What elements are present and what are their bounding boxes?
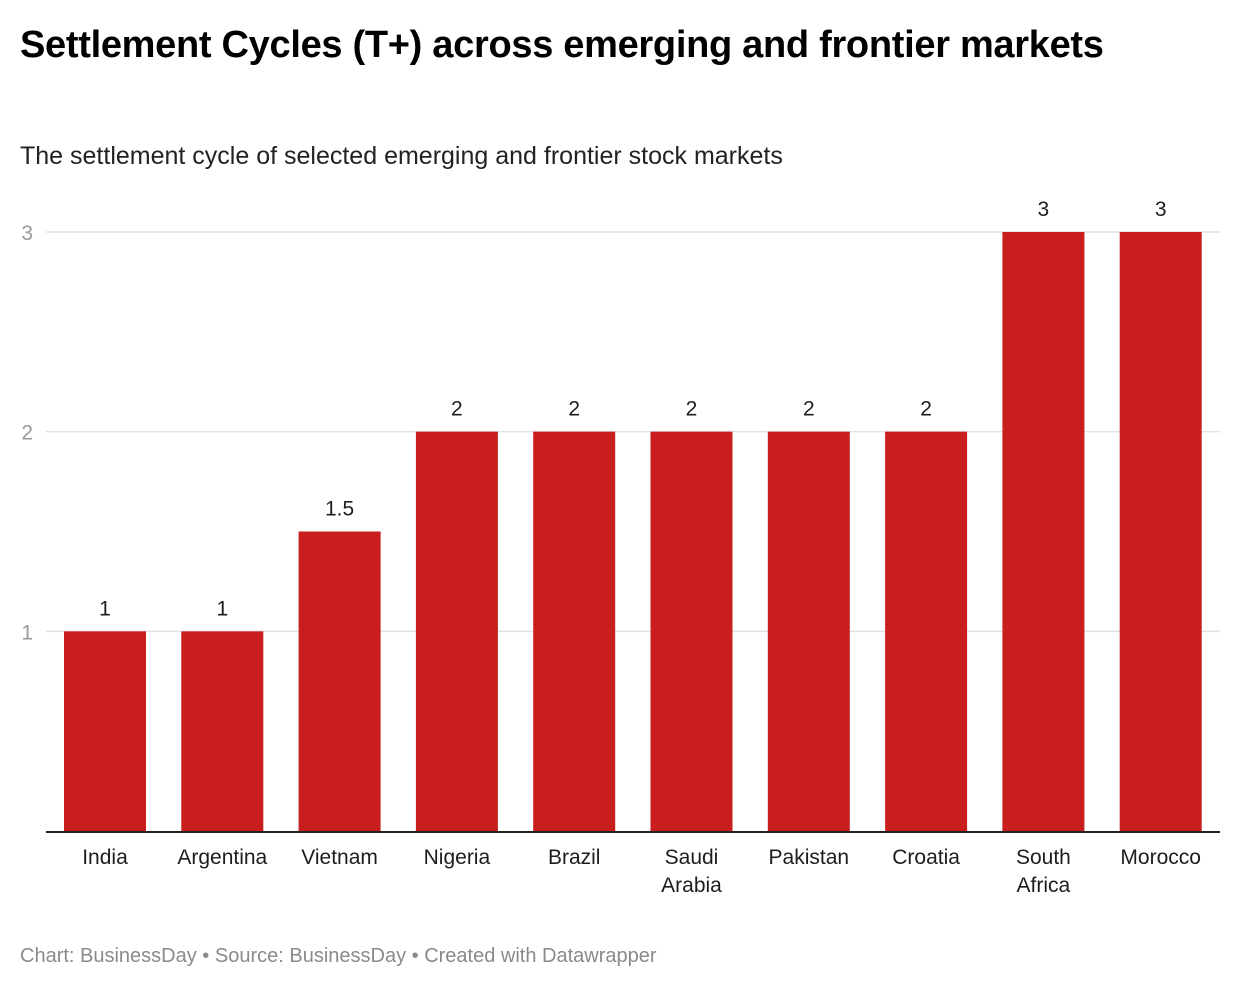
source-credit: Source: BusinessDay [214,945,407,967]
bar [415,431,498,831]
x-tick-label-line: Vietnam [301,846,378,869]
bar-chart: 1 2 3 1 1 1.5 2 2 2 2 2 3 3 India Argentina Vietnam Ni… [21,198,1220,897]
x-tick-label-line: Arabia [661,874,722,897]
value-label: 3 [1038,198,1050,221]
x-tick-label-line: Saudi [665,846,719,869]
x-axis-labels: India Argentina Vietnam Nigeria Brazil Saudi A… [82,846,1201,897]
bar [650,431,733,831]
value-label: 1.5 [325,498,354,521]
y-tick-label: 1 [21,621,33,644]
x-tick-label: South Africa [1016,846,1071,897]
chart-footer: Chart: BusinessDay • Source: BusinessDay… [20,943,657,969]
value-label: 1 [216,597,228,620]
x-tick-label-line: Argentina [177,846,267,869]
chart-title: Settlement Cycles (T+) across emerging a… [20,24,1104,66]
footer-separator: • [196,945,215,967]
bar [298,531,381,831]
x-tick-label: Argentina [177,846,267,869]
bar [767,431,850,831]
x-tick-label: Pakistan [769,846,850,869]
value-label: 2 [451,398,463,421]
bar [64,631,146,831]
x-tick-label-line: India [82,846,128,869]
value-label: 3 [1155,198,1167,221]
y-axis-ticks: 1 2 3 [21,222,33,644]
y-tick-label: 2 [21,422,33,445]
x-tick-label: Saudi Arabia [661,846,722,897]
bar [181,631,264,831]
chart-subtitle: The settlement cycle of selected emergin… [20,142,783,170]
x-tick-label-line: South [1016,846,1071,869]
tool-credit: Created with Datawrapper [424,945,657,967]
value-label: 2 [686,398,698,421]
x-tick-label: Croatia [892,846,960,869]
value-label: 2 [803,398,815,421]
x-tick-label: Brazil [548,846,601,869]
x-tick-label-line: Morocco [1120,846,1201,869]
x-tick-label-line: Pakistan [769,846,850,869]
value-label: 2 [568,398,580,421]
y-tick-label: 3 [21,222,33,245]
x-tick-label-line: Africa [1017,874,1071,897]
bars [64,232,1202,831]
x-tick-label: Morocco [1120,846,1201,869]
bar [1119,232,1202,831]
x-tick-label-line: Croatia [892,846,960,869]
value-labels: 1 1 1.5 2 2 2 2 2 3 3 [99,198,1166,620]
value-label: 2 [920,398,932,421]
bar [533,431,616,831]
value-label: 1 [99,597,111,620]
x-tick-label-line: Brazil [548,846,601,869]
x-tick-label: Vietnam [301,846,378,869]
footer-separator: • [406,945,425,967]
bar [1002,232,1085,831]
x-tick-label: India [82,846,128,869]
x-tick-label: Nigeria [424,846,491,869]
chart-credit: Chart: BusinessDay [20,945,197,967]
bar [885,431,968,831]
x-tick-label-line: Nigeria [424,846,491,869]
